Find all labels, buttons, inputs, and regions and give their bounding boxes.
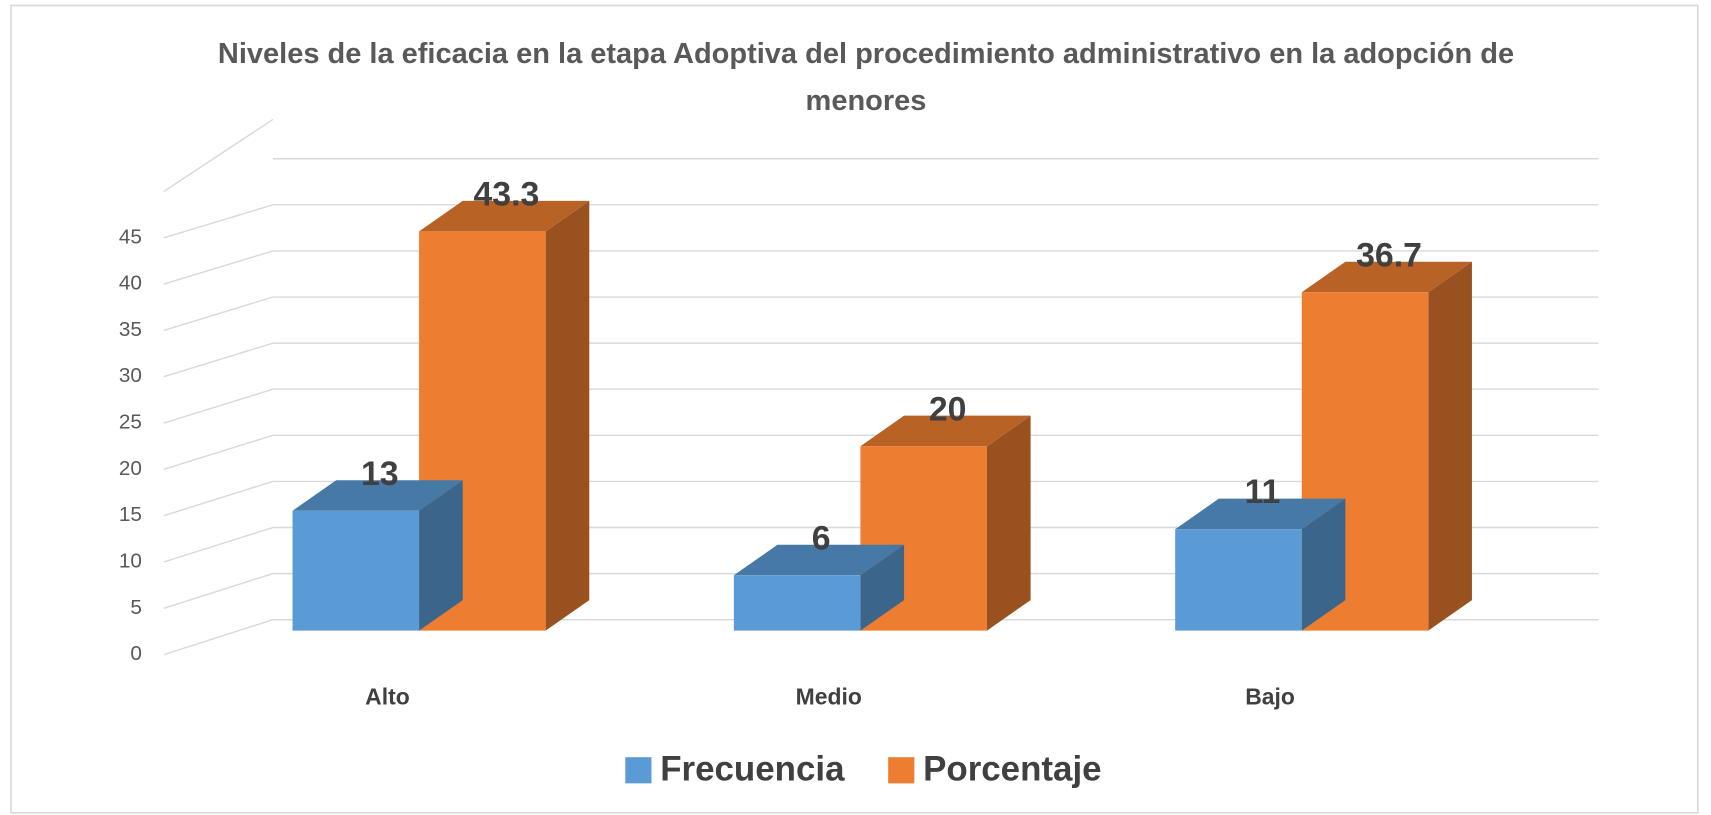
bar-side xyxy=(419,480,463,631)
x-tick-label: Medio xyxy=(796,683,862,709)
bar-top xyxy=(292,480,463,511)
data-label: 11 xyxy=(1245,473,1281,511)
bar-top xyxy=(1175,498,1346,530)
bars xyxy=(292,200,1472,631)
bar xyxy=(860,415,1031,631)
chart-title: Niveles de la eficacia en la etapa Adopt… xyxy=(217,38,1515,117)
bar-side xyxy=(860,544,905,631)
bar xyxy=(292,480,463,631)
legend-label: Porcentaje xyxy=(923,750,1102,789)
x-tick-label: Alto xyxy=(365,683,410,709)
x-tick-label: Bajo xyxy=(1245,683,1295,709)
bar xyxy=(1175,498,1346,631)
data-label: 6 xyxy=(812,519,831,557)
grid-line xyxy=(163,342,274,378)
bar-side xyxy=(1428,261,1472,631)
grid-line xyxy=(163,619,274,656)
grid-line xyxy=(163,388,274,424)
bar-side xyxy=(545,200,590,631)
bar-side xyxy=(1301,498,1346,631)
grid-line xyxy=(163,204,274,239)
bar-front xyxy=(733,575,861,631)
y-tick-label: 35 xyxy=(119,318,142,341)
bar-side xyxy=(986,415,1031,631)
bar-top xyxy=(733,544,905,576)
grid-line xyxy=(163,526,274,563)
bar xyxy=(733,544,905,631)
grid-line xyxy=(163,250,274,285)
y-tick-label: 30 xyxy=(119,364,142,387)
grid-line xyxy=(163,480,274,517)
y-tick-label: 45 xyxy=(119,225,142,248)
legend-swatch xyxy=(625,757,652,784)
labels: 0 5 10 15 20 25 30 35 40 45 Alto 43.3 13 Medio 20 6 Bajo… xyxy=(119,175,1422,788)
bar-front xyxy=(292,510,420,631)
bar-top xyxy=(1301,261,1472,293)
y-tick-label: 25 xyxy=(119,411,142,434)
y-tick-label: 20 xyxy=(119,457,142,480)
wall-edge xyxy=(163,118,274,193)
bar xyxy=(419,200,590,631)
legend-swatch xyxy=(888,757,915,784)
data-label: 43.3 xyxy=(473,175,539,213)
y-tick-label: 40 xyxy=(119,272,142,295)
grid-line xyxy=(163,296,274,332)
legend-label: Frecuencia xyxy=(660,750,845,789)
data-label: 20 xyxy=(929,390,967,428)
bar-front xyxy=(1175,529,1302,631)
bar-top xyxy=(419,200,590,232)
y-tick-label: 5 xyxy=(130,596,142,619)
y-tick-label: 0 xyxy=(130,642,142,665)
data-label: 36.7 xyxy=(1356,236,1422,274)
y-tick-label: 10 xyxy=(119,549,142,572)
y-tick-label: 15 xyxy=(119,503,142,526)
grid-line xyxy=(163,434,274,471)
data-label: 13 xyxy=(361,455,399,493)
bar-top xyxy=(860,415,1031,447)
grid-line xyxy=(163,572,274,609)
